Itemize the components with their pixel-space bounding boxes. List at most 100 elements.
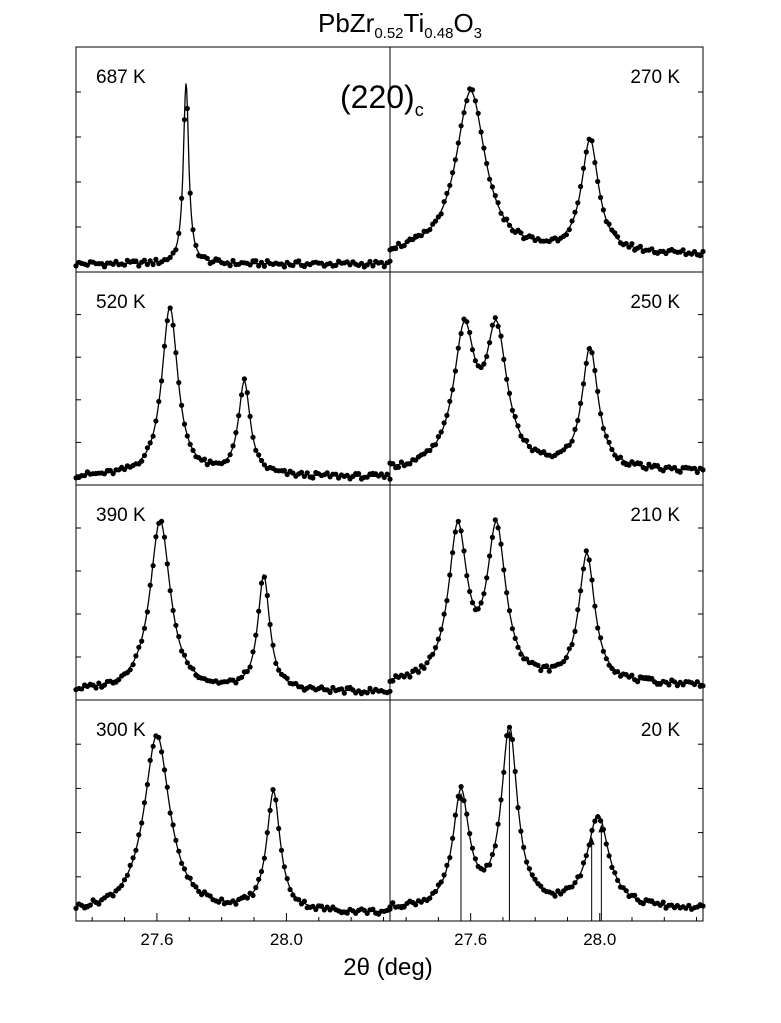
data-point xyxy=(147,440,153,446)
data-point xyxy=(190,666,196,672)
data-point xyxy=(572,209,578,215)
data-point xyxy=(281,264,287,270)
data-point xyxy=(444,412,450,418)
data-point xyxy=(161,767,168,773)
data-point xyxy=(464,98,470,104)
data-point xyxy=(130,855,136,861)
data-point xyxy=(609,665,615,672)
data-point xyxy=(452,529,458,535)
data-point xyxy=(506,390,513,396)
data-point xyxy=(660,899,666,905)
data-point xyxy=(298,469,305,475)
data-point xyxy=(441,872,447,878)
data-point xyxy=(338,686,345,692)
data-point xyxy=(612,452,618,458)
data-point xyxy=(447,855,453,861)
data-point xyxy=(615,234,621,240)
data-point xyxy=(592,160,598,166)
marker-arrowhead xyxy=(457,792,464,801)
data-point xyxy=(495,525,501,531)
data-point xyxy=(450,170,456,176)
data-point xyxy=(447,182,453,188)
data-point xyxy=(87,902,93,908)
data-point xyxy=(512,414,518,420)
data-point xyxy=(435,636,441,642)
data-point xyxy=(694,679,700,685)
data-point xyxy=(498,797,504,803)
data-point xyxy=(187,441,193,447)
data-point xyxy=(224,458,230,464)
title-end: O xyxy=(453,8,473,38)
marker-arrowhead xyxy=(506,730,513,739)
data-point xyxy=(84,262,90,268)
data-point xyxy=(595,814,601,820)
data-point xyxy=(270,787,276,793)
data-point xyxy=(478,600,484,606)
data-point xyxy=(600,425,607,432)
data-point xyxy=(472,856,478,862)
data-point xyxy=(569,218,575,224)
data-point xyxy=(484,575,490,581)
data-point xyxy=(270,642,276,648)
data-point xyxy=(677,469,683,475)
data-point xyxy=(603,656,609,662)
data-point xyxy=(256,452,262,458)
data-point xyxy=(401,904,407,910)
data-point xyxy=(173,837,179,843)
data-point xyxy=(566,442,572,448)
data-point xyxy=(133,258,139,264)
data-point xyxy=(184,105,190,112)
data-point xyxy=(578,588,584,594)
data-point xyxy=(484,353,490,360)
data-point xyxy=(606,221,612,227)
data-point xyxy=(637,460,644,466)
reflection-sub: c xyxy=(415,100,424,120)
data-point xyxy=(498,333,504,339)
data-point xyxy=(629,241,635,247)
data-point xyxy=(515,805,521,811)
data-point xyxy=(187,875,193,881)
data-point xyxy=(390,900,396,906)
data-point xyxy=(304,470,310,476)
x-axis-label: 2θ (deg) xyxy=(343,954,432,981)
data-point xyxy=(495,821,501,827)
data-point xyxy=(481,867,487,873)
data-point xyxy=(492,315,498,321)
data-point xyxy=(276,825,282,832)
data-point xyxy=(296,258,302,264)
data-point xyxy=(441,199,447,205)
data-point xyxy=(264,592,270,599)
data-point xyxy=(561,659,567,665)
data-point xyxy=(233,680,239,686)
data-point xyxy=(364,690,370,696)
data-point xyxy=(181,421,188,427)
data-point xyxy=(578,400,584,406)
data-point xyxy=(649,246,655,252)
data-point xyxy=(524,656,530,662)
data-point xyxy=(455,140,461,146)
data-point xyxy=(150,433,156,439)
data-point xyxy=(378,471,384,477)
data-point xyxy=(501,769,507,775)
data-point xyxy=(438,879,444,885)
panel-210k: 210 K xyxy=(387,484,706,701)
data-point xyxy=(691,465,698,471)
panel-frame xyxy=(389,699,704,922)
data-point xyxy=(595,625,601,631)
data-point xyxy=(190,227,196,233)
data-point xyxy=(498,210,504,216)
data-point xyxy=(244,390,250,396)
data-point xyxy=(284,876,290,882)
data-point xyxy=(575,607,581,613)
data-point xyxy=(256,608,262,614)
data-point xyxy=(575,417,581,424)
data-point xyxy=(156,734,162,741)
data-point xyxy=(635,679,641,685)
data-point xyxy=(580,165,587,171)
data-point xyxy=(632,892,638,898)
data-point xyxy=(415,669,422,675)
temperature-label: 270 K xyxy=(630,67,680,88)
data-point xyxy=(219,896,225,902)
data-point xyxy=(301,898,307,904)
